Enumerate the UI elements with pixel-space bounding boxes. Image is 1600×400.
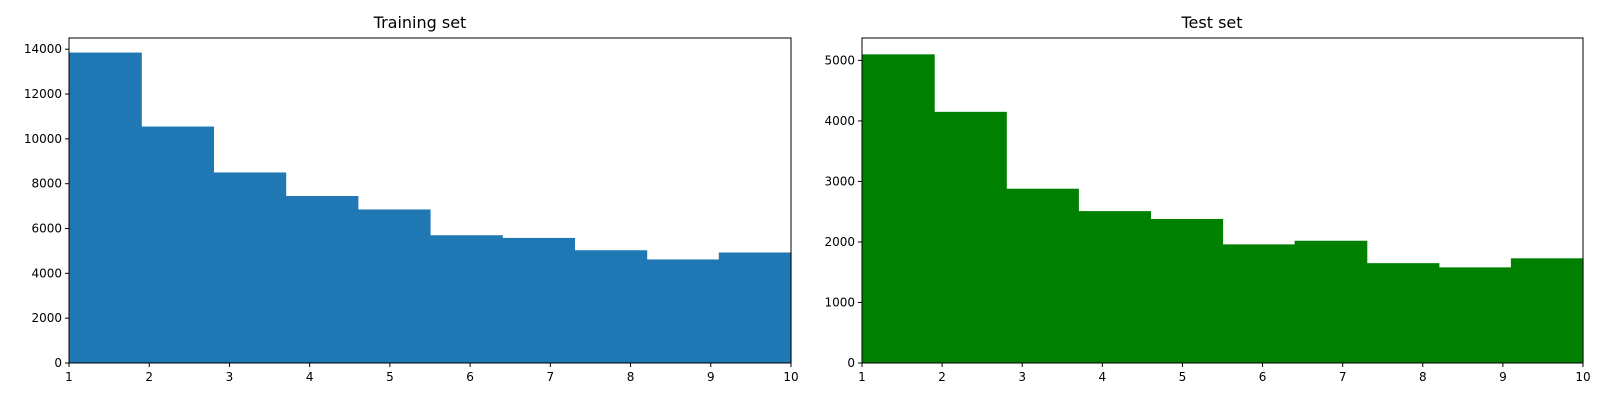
x-tick-label: 8	[1419, 370, 1427, 384]
histogram-bar	[1438, 267, 1512, 363]
histogram-bar	[213, 172, 287, 363]
y-tick-label: 10000	[24, 132, 62, 146]
y-axis: 0 1000 2000 3000 4000 5000	[824, 53, 862, 370]
histogram-bar	[285, 196, 359, 363]
y-tick-label: 14000	[24, 42, 62, 56]
x-tick-label: 1	[858, 370, 866, 384]
chart-title: Test set	[1180, 13, 1242, 32]
x-tick-label: 10	[783, 370, 798, 384]
y-tick-label: 2000	[31, 311, 62, 325]
y-tick-label: 6000	[31, 222, 62, 236]
y-tick-label: 12000	[24, 87, 62, 101]
histogram-bar	[646, 259, 720, 363]
x-tick-label: 3	[1018, 370, 1026, 384]
x-tick-label: 5	[1179, 370, 1187, 384]
y-tick-label: 4000	[824, 114, 855, 128]
histogram-bar	[1366, 263, 1440, 363]
x-tick-label: 4	[306, 370, 314, 384]
x-tick-label: 4	[1099, 370, 1107, 384]
histogram-bar	[141, 126, 214, 363]
y-tick-label: 1000	[824, 295, 855, 309]
x-tick-label: 6	[1259, 370, 1267, 384]
x-tick-label: 9	[707, 370, 715, 384]
histogram-bar	[1510, 258, 1584, 363]
x-tick-label: 9	[1499, 370, 1507, 384]
y-tick-label: 8000	[31, 177, 62, 191]
histogram-bar	[69, 52, 142, 363]
y-tick-label: 2000	[824, 235, 855, 249]
x-tick-label: 2	[145, 370, 153, 384]
y-tick-label: 0	[847, 356, 855, 370]
histogram-bar	[934, 111, 1007, 364]
bar-group	[862, 54, 1584, 364]
y-axis: 0 2000 4000 6000 8000 10000 12000 14000	[24, 42, 69, 370]
x-tick-label: 2	[938, 370, 946, 384]
x-axis: 1 2 3 4 5 6 7 8 9 10	[858, 363, 1591, 384]
x-tick-label: 5	[386, 370, 394, 384]
histogram-bar	[862, 54, 935, 363]
histogram-bar	[1150, 218, 1224, 363]
y-tick-label: 3000	[824, 174, 855, 188]
x-tick-label: 8	[627, 370, 635, 384]
chart-title: Training set	[373, 13, 467, 32]
histogram-bar	[1222, 244, 1296, 363]
histogram-bar	[357, 209, 431, 363]
x-tick-label: 3	[226, 370, 234, 384]
x-tick-label: 7	[1339, 370, 1347, 384]
x-tick-label: 1	[65, 370, 73, 384]
histogram-bar	[430, 235, 503, 363]
histogram-bar	[1078, 211, 1151, 363]
chart-panel-training: Training set 0 2000 4000 6000 8000 10000 12000…	[24, 13, 799, 384]
x-tick-label: 10	[1575, 370, 1590, 384]
plot-frame	[68, 37, 792, 364]
y-tick-label: 4000	[31, 266, 62, 280]
histogram-bar	[502, 237, 575, 363]
histogram-bar	[1294, 240, 1368, 363]
x-axis: 1 2 3 4 5 6 7 8 9 10	[65, 363, 799, 384]
x-tick-label: 6	[466, 370, 474, 384]
histogram-bar	[718, 252, 792, 363]
x-tick-label: 7	[547, 370, 555, 384]
plot-frame	[861, 37, 1584, 364]
histogram-bar	[574, 250, 648, 363]
bar-group	[69, 52, 792, 363]
y-tick-label: 5000	[824, 53, 855, 67]
chart-panel-test: Test set 0 1000 2000 3000 4000 5000 1 2 3 4 5 6 7 8 9…	[824, 13, 1590, 384]
y-tick-label: 0	[54, 356, 62, 370]
histogram-bar	[1006, 188, 1079, 363]
